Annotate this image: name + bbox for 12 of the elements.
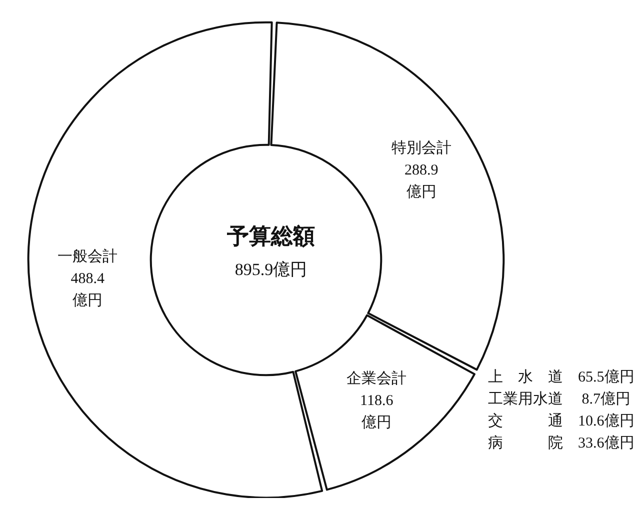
text: 上 水 道 65.5億円 (488, 368, 634, 386)
data-label: 488.4 億円 (70, 271, 105, 310)
text: 予算総額 (226, 224, 315, 248)
slice-label: 企業会計 (346, 370, 407, 388)
text: 病 院 33.6億円 (488, 434, 634, 452)
text: 交 通 10.6億円 (488, 412, 634, 430)
data-label: 288.9 億円 (404, 162, 438, 200)
slice-label: 一般会計 (58, 248, 118, 266)
text: 895.9億円 (234, 260, 308, 279)
data-label: 118.6 億円 (360, 393, 394, 432)
slice-label: 特別会計 (391, 139, 452, 156)
text: 工業用水道 8.7億円 (488, 390, 630, 408)
